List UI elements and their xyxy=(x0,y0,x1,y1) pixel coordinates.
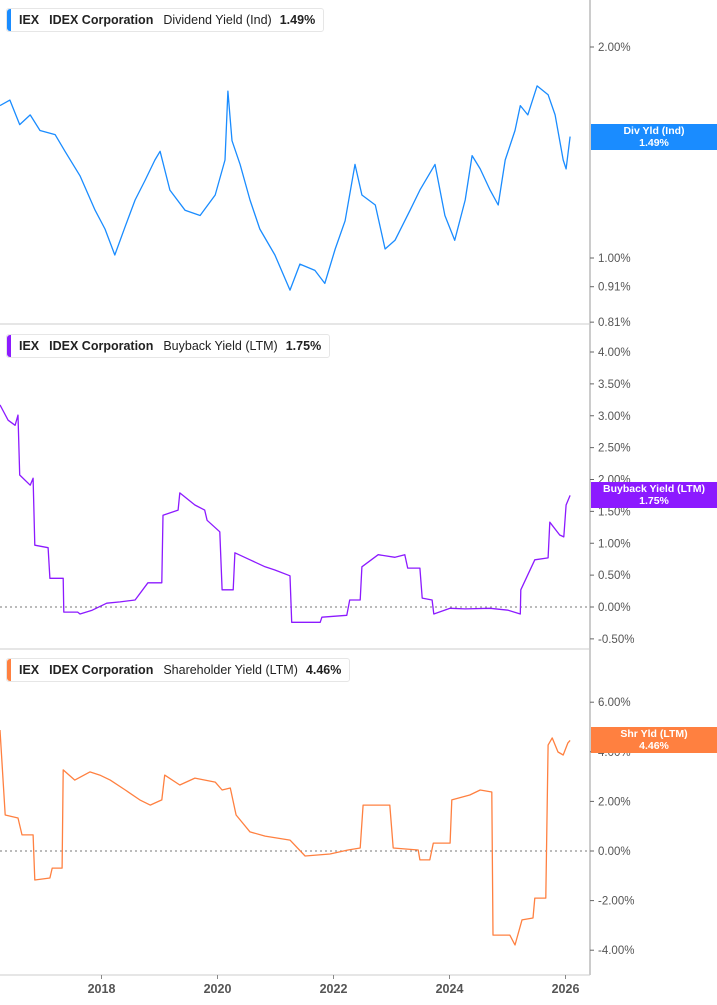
legend-dividend: IEX IDEX Corporation Dividend Yield (Ind… xyxy=(6,8,325,32)
legend-company: IDEX Corporation xyxy=(49,13,154,27)
y-tick-label: 3.50% xyxy=(598,379,631,391)
y-tick-label: 0.00% xyxy=(598,846,631,858)
series-line xyxy=(0,404,571,623)
legend-value: 1.49% xyxy=(279,13,316,27)
legend-shareholder: IEX IDEX Corporation Shareholder Yield (… xyxy=(6,658,351,682)
legend-value: 1.75% xyxy=(285,339,322,353)
y-tick-label: 0.81% xyxy=(598,317,631,329)
badge-label: Shr Yld (LTM) xyxy=(620,728,688,741)
y-tick-label: 4.00% xyxy=(598,347,631,359)
legend-company: IDEX Corporation xyxy=(49,663,154,677)
y-tick-label: 0.91% xyxy=(598,282,631,294)
x-tick-label: 2024 xyxy=(436,982,464,996)
y-tick-label: -4.00% xyxy=(598,945,634,957)
legend-metric: Shareholder Yield (LTM) xyxy=(163,663,298,677)
badge-value: 1.75% xyxy=(639,495,669,508)
legend-ticker: IEX xyxy=(19,339,40,353)
y-tick-label: 2.50% xyxy=(598,443,631,455)
badge-shareholder: Shr Yld (LTM) 4.46% xyxy=(591,727,717,754)
badge-dividend: Div Yld (Ind) 1.49% xyxy=(591,123,717,150)
legend-buyback: IEX IDEX Corporation Buyback Yield (LTM)… xyxy=(6,334,331,358)
y-tick-label: 1.50% xyxy=(598,506,631,518)
badge-buyback: Buyback Yield (LTM) 1.75% xyxy=(591,482,717,509)
legend-company: IDEX Corporation xyxy=(49,339,154,353)
y-tick-label: -2.00% xyxy=(598,896,634,908)
legend-color-bar xyxy=(7,335,11,357)
legend-color-bar xyxy=(7,659,11,681)
y-tick-label: 6.00% xyxy=(598,697,631,709)
legend-color-bar xyxy=(7,9,11,31)
y-tick-label: 1.00% xyxy=(598,253,631,265)
badge-value: 1.49% xyxy=(639,136,669,149)
y-tick-label: 0.50% xyxy=(598,570,631,582)
x-tick-label: 2026 xyxy=(552,982,580,996)
y-tick-label: 2.00% xyxy=(598,42,631,54)
y-tick-label: 3.00% xyxy=(598,411,631,423)
y-tick-label: -0.50% xyxy=(598,634,634,646)
y-tick-label: 0.00% xyxy=(598,602,631,614)
y-tick-label: 1.00% xyxy=(598,538,631,550)
legend-ticker: IEX xyxy=(19,663,40,677)
legend-metric: Dividend Yield (Ind) xyxy=(163,13,272,27)
x-tick-label: 2018 xyxy=(88,982,116,996)
series-line xyxy=(0,729,571,946)
legend-ticker: IEX xyxy=(19,13,40,27)
badge-label: Div Yld (Ind) xyxy=(623,124,685,137)
badge-label: Buyback Yield (LTM) xyxy=(603,483,705,496)
y-tick-label: 2.00% xyxy=(598,796,631,808)
badge-value: 4.46% xyxy=(639,740,669,753)
x-tick-label: 2020 xyxy=(204,982,232,996)
x-tick-label: 2022 xyxy=(320,982,348,996)
legend-value: 4.46% xyxy=(305,663,342,677)
series-line xyxy=(0,85,571,291)
legend-metric: Buyback Yield (LTM) xyxy=(163,339,278,353)
